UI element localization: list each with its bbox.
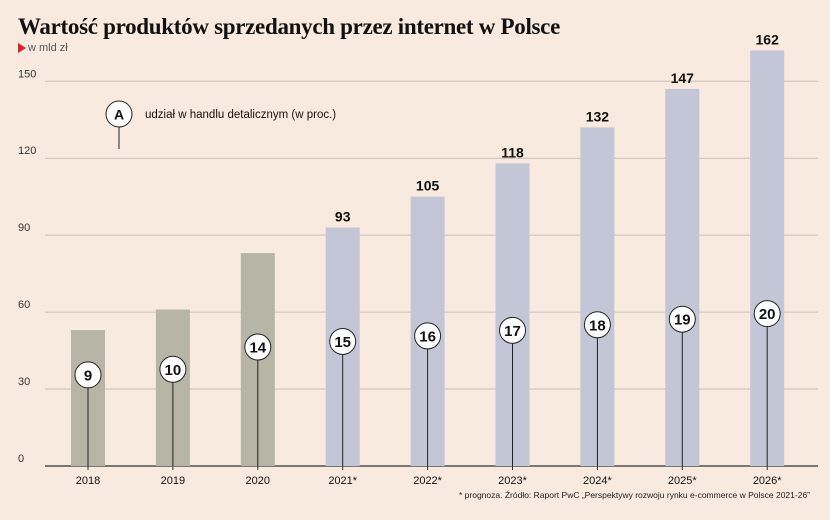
share-marker bbox=[159, 355, 187, 383]
share-marker bbox=[583, 311, 611, 339]
share-marker bbox=[499, 316, 526, 344]
x-tick-label: 2022* bbox=[413, 475, 442, 487]
share-value-label: 10 bbox=[165, 362, 182, 379]
x-tick-label: 2024* bbox=[583, 475, 612, 487]
legend-marker bbox=[105, 100, 133, 128]
unit-label-row: w mld zł bbox=[18, 42, 68, 54]
data-label: 162 bbox=[756, 31, 780, 47]
share-marker bbox=[329, 327, 357, 355]
share-value-label: 17 bbox=[504, 323, 521, 340]
y-tick-label: 0 bbox=[18, 453, 24, 465]
data-label: 132 bbox=[586, 108, 610, 124]
share-value-label: 15 bbox=[334, 334, 351, 351]
x-tick-label: 2020 bbox=[246, 475, 270, 487]
legend-label: udział w handlu detalicznym (w proc.) bbox=[145, 109, 336, 121]
share-marker bbox=[414, 322, 442, 350]
share-marker bbox=[753, 300, 781, 328]
share-value-label: 16 bbox=[419, 328, 436, 345]
y-tick-label: 60 bbox=[18, 299, 30, 311]
share-marker bbox=[244, 333, 272, 361]
x-tick-label: 2023* bbox=[498, 475, 527, 487]
share-value-label: 14 bbox=[249, 340, 266, 357]
x-tick-label: 2018 bbox=[76, 475, 100, 487]
data-label: 147 bbox=[671, 70, 695, 86]
y-tick-label: 150 bbox=[18, 68, 36, 80]
share-value-label: 20 bbox=[759, 306, 776, 323]
x-tick-label: 2026* bbox=[753, 475, 782, 487]
red-triangle-icon bbox=[18, 43, 26, 53]
y-tick-label: 120 bbox=[18, 145, 36, 157]
bars: 201892019102020142021*93152022*105162023… bbox=[71, 31, 785, 487]
x-tick-label: 2025* bbox=[668, 475, 697, 487]
legend-marker-letter: A bbox=[114, 107, 124, 123]
chart-title: Wartość produktów sprzedanych przez inte… bbox=[18, 14, 560, 39]
share-value-label: 9 bbox=[84, 367, 92, 384]
footnote: * prognoza. Źródło: Raport PwC „Perspekt… bbox=[459, 490, 810, 500]
y-tick-label: 30 bbox=[18, 376, 30, 388]
unit-label: w mld zł bbox=[28, 42, 68, 54]
x-tick-label: 2021* bbox=[328, 475, 357, 487]
data-label: 118 bbox=[501, 144, 524, 160]
data-label: 105 bbox=[416, 178, 440, 194]
x-tick-label: 2019 bbox=[161, 475, 185, 487]
data-label: 93 bbox=[335, 208, 351, 224]
share-value-label: 18 bbox=[589, 317, 606, 334]
share-marker bbox=[74, 361, 102, 389]
y-tick-label: 90 bbox=[18, 222, 30, 234]
share-marker bbox=[668, 305, 696, 333]
share-value-label: 19 bbox=[674, 312, 691, 329]
